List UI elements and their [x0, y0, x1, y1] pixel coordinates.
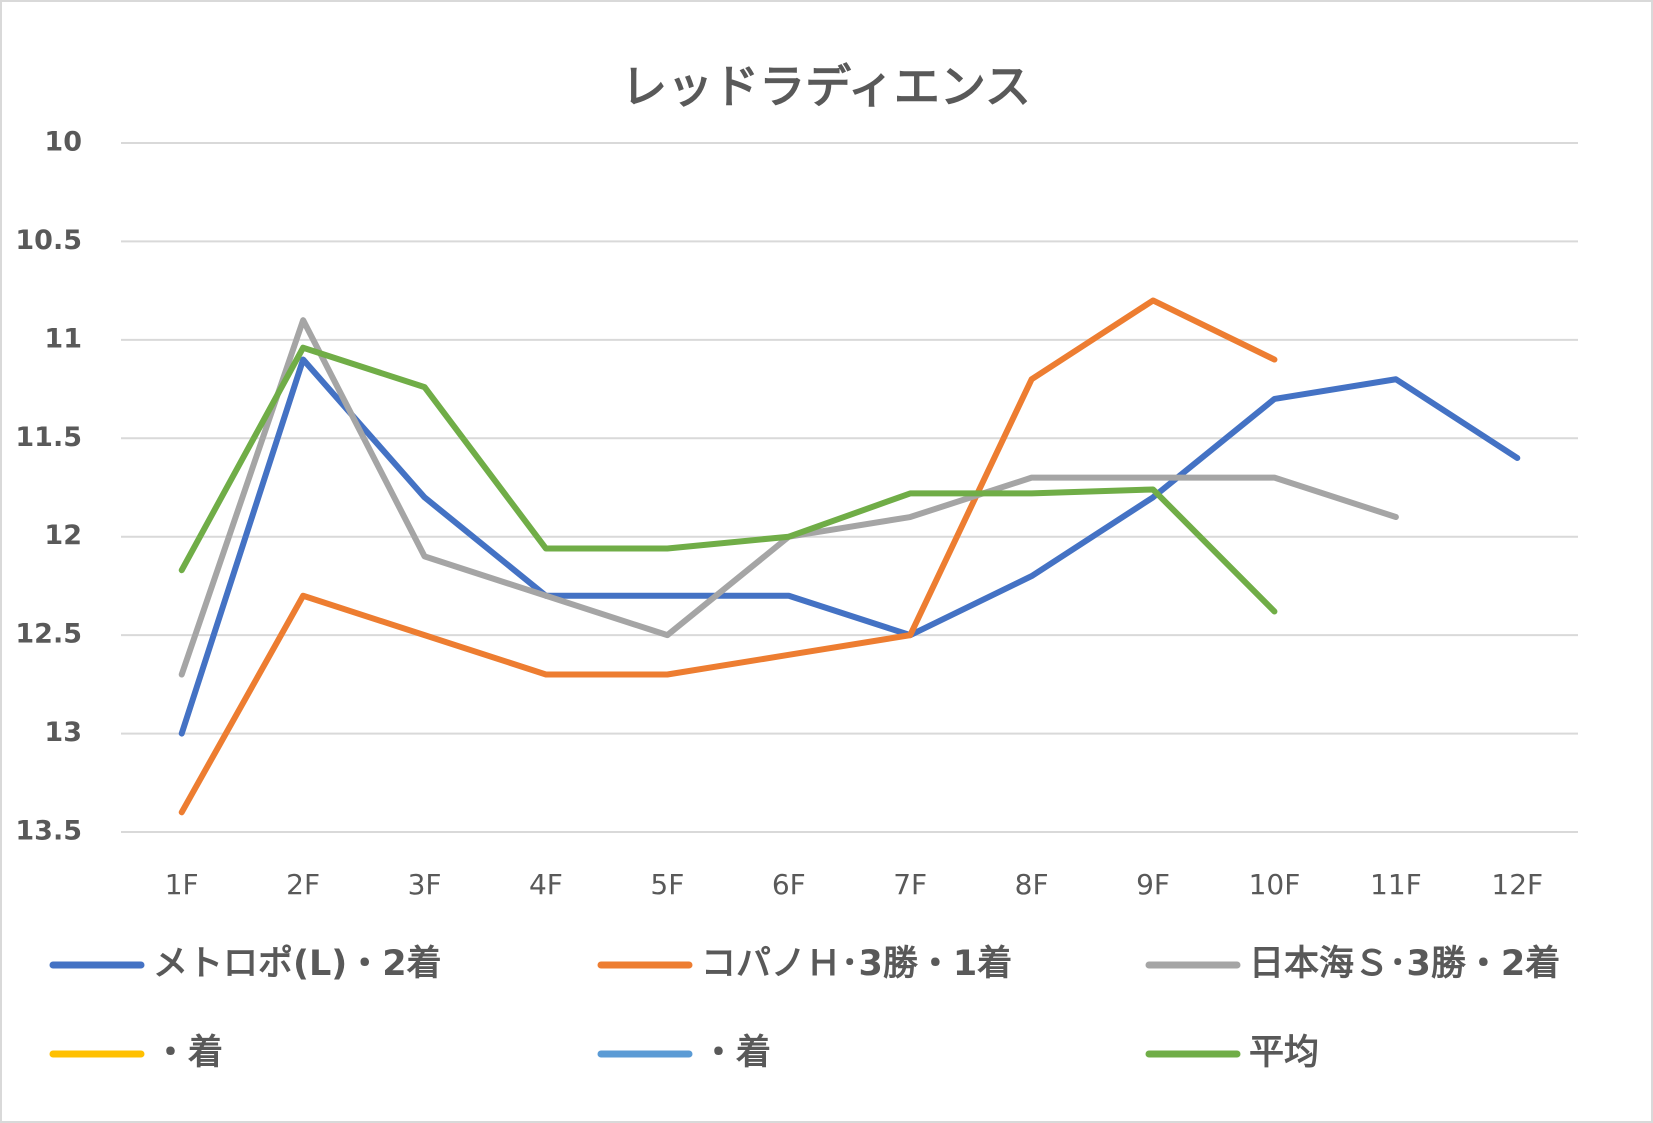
series-line	[178, 344, 1278, 615]
y-tick-label: 12.5	[15, 619, 82, 650]
x-tick-label: 7F	[893, 868, 927, 901]
series-line	[178, 356, 1521, 737]
x-tick-label: 9F	[1136, 868, 1170, 901]
legend-label: ・着	[153, 1033, 223, 1073]
x-tick-label: 1F	[165, 868, 199, 901]
y-tick-label: 11.5	[15, 422, 82, 453]
x-tick-label: 12F	[1491, 868, 1543, 901]
x-tick-label: 3F	[408, 868, 442, 901]
y-tick-label: 10.5	[15, 225, 82, 256]
y-tick-label: 10	[44, 127, 82, 158]
x-tick-label: 8F	[1015, 868, 1049, 901]
chart-title: レッドラディエンス	[621, 60, 1031, 114]
y-tick-label: 13.5	[15, 816, 82, 847]
x-tick-label: 4F	[529, 868, 563, 901]
series-line	[178, 297, 1278, 816]
legend-label: コパノＨ･3勝・1着	[701, 944, 1012, 984]
x-tick-label: 11F	[1370, 868, 1422, 901]
x-tick-label: 2F	[286, 868, 320, 901]
y-tick-label: 11	[44, 323, 82, 354]
x-tick-label: 5F	[650, 868, 684, 901]
y-tick-label: 13	[44, 717, 82, 748]
legend-label: ・着	[701, 1033, 771, 1073]
legend-label: メトロポ(L)・2着	[153, 943, 442, 984]
legend-label: 日本海Ｓ･3勝・2着	[1249, 944, 1560, 984]
x-tick-label: 6F	[772, 868, 806, 901]
y-tick-label: 12	[44, 520, 82, 551]
legend-label: 平均	[1249, 1033, 1319, 1073]
x-tick-label: 10F	[1249, 868, 1301, 901]
